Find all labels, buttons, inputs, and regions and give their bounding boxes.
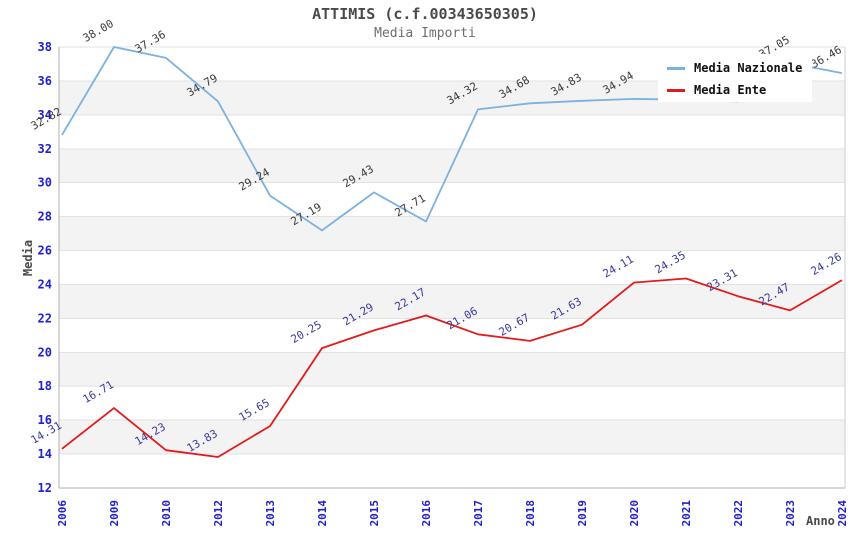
x-tick-label: 2023 xyxy=(784,500,797,527)
data-label: 38.00 xyxy=(81,17,116,45)
legend-swatch-nazionale-icon xyxy=(667,66,685,70)
data-label: 27.71 xyxy=(393,192,428,220)
grid-band xyxy=(59,216,845,251)
x-tick-label: 2010 xyxy=(160,500,173,527)
data-label: 24.11 xyxy=(601,253,636,281)
x-tick-label: 2018 xyxy=(524,500,537,527)
chart-subtitle: Media Importi xyxy=(374,26,476,41)
y-tick-label: 36 xyxy=(38,74,52,88)
x-tick-label: 2013 xyxy=(264,500,277,527)
legend-item-media-ente: Media Ente xyxy=(658,79,812,101)
series-line-media-ente xyxy=(61,277,843,458)
y-tick-label: 30 xyxy=(38,176,52,190)
grid-band xyxy=(59,284,845,319)
x-tick-label: 2024 xyxy=(836,500,849,527)
x-tick-label: 2009 xyxy=(108,500,121,527)
x-tick-label: 2017 xyxy=(472,500,485,527)
x-tick-label: 2016 xyxy=(420,500,433,527)
chart-title: ATTIMIS (c.f.00343650305) xyxy=(312,5,538,23)
x-tick-label: 2014 xyxy=(316,500,329,527)
y-tick-label: 34 xyxy=(38,108,52,122)
x-tick-label: 2015 xyxy=(368,500,381,527)
x-tick-label: 2021 xyxy=(680,500,693,527)
y-tick-label: 14 xyxy=(38,447,52,461)
x-tick-label: 2020 xyxy=(628,500,641,527)
y-tick-label: 24 xyxy=(38,277,52,291)
legend-label-nazionale: Media Nazionale xyxy=(694,61,803,75)
y-tick-label: 16 xyxy=(38,413,52,427)
y-tick-label: 28 xyxy=(38,210,52,224)
legend-label-ente: Media Ente xyxy=(694,83,767,97)
data-label: 37.36 xyxy=(133,28,168,56)
x-tick-label: 2006 xyxy=(56,500,69,527)
y-tick-label: 32 xyxy=(38,142,52,156)
legend-item-media-nazionale: Media Nazionale xyxy=(658,57,812,79)
y-axis-title: Media xyxy=(21,239,35,277)
grid-band xyxy=(59,352,845,387)
legend-swatch-ente-icon xyxy=(667,88,685,92)
legend: Media Nazionale Media Ente xyxy=(658,54,812,102)
y-tick-label: 38 xyxy=(38,40,52,54)
x-tick-label: 2012 xyxy=(212,500,225,527)
data-label: 24.35 xyxy=(653,249,688,277)
data-label: 20.25 xyxy=(289,318,324,346)
y-tick-label: 20 xyxy=(38,345,52,359)
x-tick-label: 2022 xyxy=(732,500,745,527)
x-tick-label: 2019 xyxy=(576,500,589,527)
grid-band xyxy=(59,420,845,455)
data-label: 24.26 xyxy=(809,250,844,278)
y-tick-label: 26 xyxy=(38,244,52,258)
x-axis-title: Anno xyxy=(806,514,835,528)
y-tick-label: 12 xyxy=(38,481,52,495)
y-tick-label: 22 xyxy=(38,311,52,325)
y-tick-label: 18 xyxy=(38,379,52,393)
